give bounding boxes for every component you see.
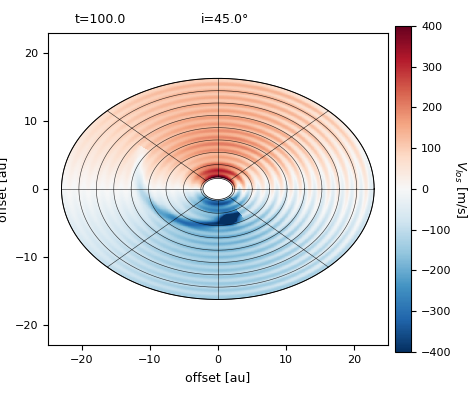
Text: i=45.0°: i=45.0° (201, 13, 249, 26)
Text: t=100.0: t=100.0 (75, 13, 127, 26)
Y-axis label: offset [au]: offset [au] (0, 156, 9, 222)
Polygon shape (203, 178, 233, 199)
X-axis label: offset [au]: offset [au] (185, 370, 250, 384)
Y-axis label: $V_{los}$ [m/s]: $V_{los}$ [m/s] (452, 160, 468, 218)
